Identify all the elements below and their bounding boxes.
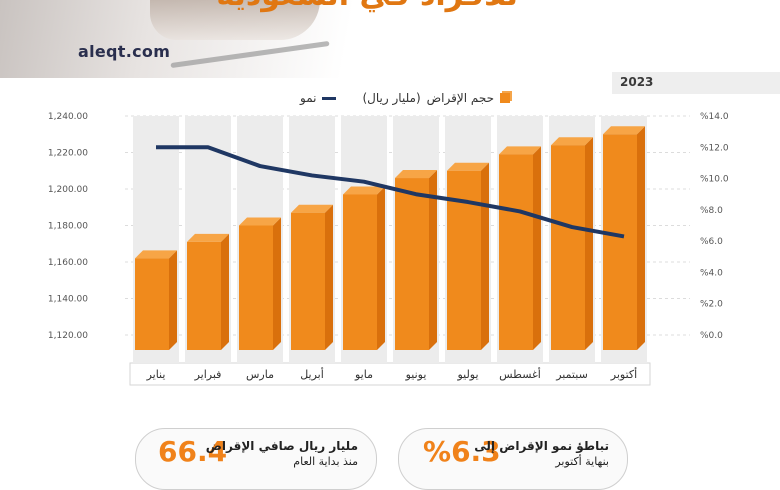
legend-bar-swatch <box>500 93 510 103</box>
x-tick-label: يناير <box>146 368 166 381</box>
bar <box>135 258 169 350</box>
year-label: 2023 <box>620 75 654 89</box>
bar-top <box>447 162 489 171</box>
y-tick-label: 1,180.00 <box>48 222 88 232</box>
bar-side <box>585 137 593 350</box>
bar <box>343 194 377 350</box>
stat-growth-line2: بنهاية أكتوبر <box>555 455 609 468</box>
bar-side <box>533 146 541 350</box>
bar <box>291 212 325 350</box>
stat-net-line2: منذ بداية العام <box>293 455 358 468</box>
bar-top <box>343 186 385 195</box>
y-tick-label: 1,200.00 <box>48 185 88 195</box>
stat-growth-prefix: % <box>423 435 452 468</box>
y-tick-label: 1,160.00 <box>48 258 88 268</box>
bar-top <box>187 233 229 242</box>
bar-side <box>377 186 385 350</box>
x-tick-label: مايو <box>354 368 373 381</box>
bar-top <box>499 146 541 155</box>
bar-top <box>395 170 437 179</box>
y2-tick-label: %0.0 <box>700 331 723 341</box>
bar-top <box>551 137 593 146</box>
legend-bars-label: حجم الإقراض <box>426 91 494 105</box>
y2-tick-label: %12.0 <box>700 143 729 153</box>
y2-tick-label: %4.0 <box>700 268 723 278</box>
bar <box>499 154 533 350</box>
stat-net-line1: مليار ريال صافي الإقراض <box>205 439 358 453</box>
growth-line <box>156 145 625 239</box>
legend-line-swatch <box>322 96 337 100</box>
bar-top <box>603 126 645 135</box>
y2-tick-label: %14.0 <box>700 112 729 122</box>
bar-side <box>429 170 437 350</box>
x-tick-label: أبريل <box>300 367 324 381</box>
x-tick-label: يوليو <box>456 368 478 381</box>
y2-tick-label: %8.0 <box>700 206 723 216</box>
chart-legend: حجم الإقراض (مليار ريال) نمو <box>270 88 510 108</box>
hero-photo-hand <box>150 0 320 40</box>
bar-side <box>325 204 333 350</box>
hero-banner: للأفراد في السعودية aleqt.com <box>0 0 780 78</box>
site-url[interactable]: aleqt.com <box>78 42 171 61</box>
bar-side <box>221 233 229 350</box>
y2-tick-label: %10.0 <box>700 175 729 185</box>
y2-tick-label: %6.0 <box>700 237 723 247</box>
stat-net-text: مليار ريال صافي الإقراض منذ بداية العام <box>206 439 358 469</box>
x-tick-label: سبتمبر <box>555 368 588 381</box>
category-strip <box>129 362 651 386</box>
bar-top <box>291 204 333 213</box>
x-tick-label: فبراير <box>194 368 222 381</box>
stat-net-value: 66.4 <box>158 435 228 468</box>
bar-top <box>239 217 281 226</box>
bar-side <box>169 250 177 350</box>
bar-side <box>273 217 281 350</box>
bar-side <box>481 162 489 350</box>
lending-chart: 1,120.00 1,140.00 1,160.00 1,180.00 1,200.00… <box>48 112 729 386</box>
x-tick-label: يونيو <box>405 368 427 381</box>
stat-growth-line1: تباطؤ نمو الإقراض إلى <box>474 439 609 453</box>
year-strip <box>612 72 780 94</box>
headline: للأفراد في السعودية <box>216 0 518 13</box>
stat-growth-value: %6.3 <box>423 435 501 468</box>
bar-top <box>135 250 177 259</box>
bar <box>239 225 273 350</box>
legend-bars-unit: (مليار ريال) <box>362 91 421 105</box>
stat-box-net-lending: 66.4 مليار ريال صافي الإقراض منذ بداية ا… <box>135 428 377 490</box>
y-tick-label: 1,140.00 <box>48 295 88 305</box>
y2-tick-label: %2.0 <box>700 300 723 310</box>
bar-side <box>637 126 645 350</box>
x-tick-label: أكتوبر <box>610 367 637 381</box>
y-tick-label: 1,120.00 <box>48 331 88 341</box>
bar <box>603 134 637 350</box>
bar <box>395 178 429 350</box>
legend-line-label: نمو <box>300 91 317 105</box>
y-tick-label: 1,240.00 <box>48 112 88 122</box>
stat-growth-text: تباطؤ نمو الإقراض إلى بنهاية أكتوبر <box>474 439 609 469</box>
bar <box>551 145 585 350</box>
x-tick-label: مارس <box>246 368 274 381</box>
bar <box>187 241 221 350</box>
x-tick-label: أغسطس <box>499 367 541 381</box>
stat-growth-number: 6.3 <box>451 435 501 468</box>
y-tick-label: 1,220.00 <box>48 149 88 159</box>
stat-box-growth: %6.3 تباطؤ نمو الإقراض إلى بنهاية أكتوبر <box>398 428 628 490</box>
